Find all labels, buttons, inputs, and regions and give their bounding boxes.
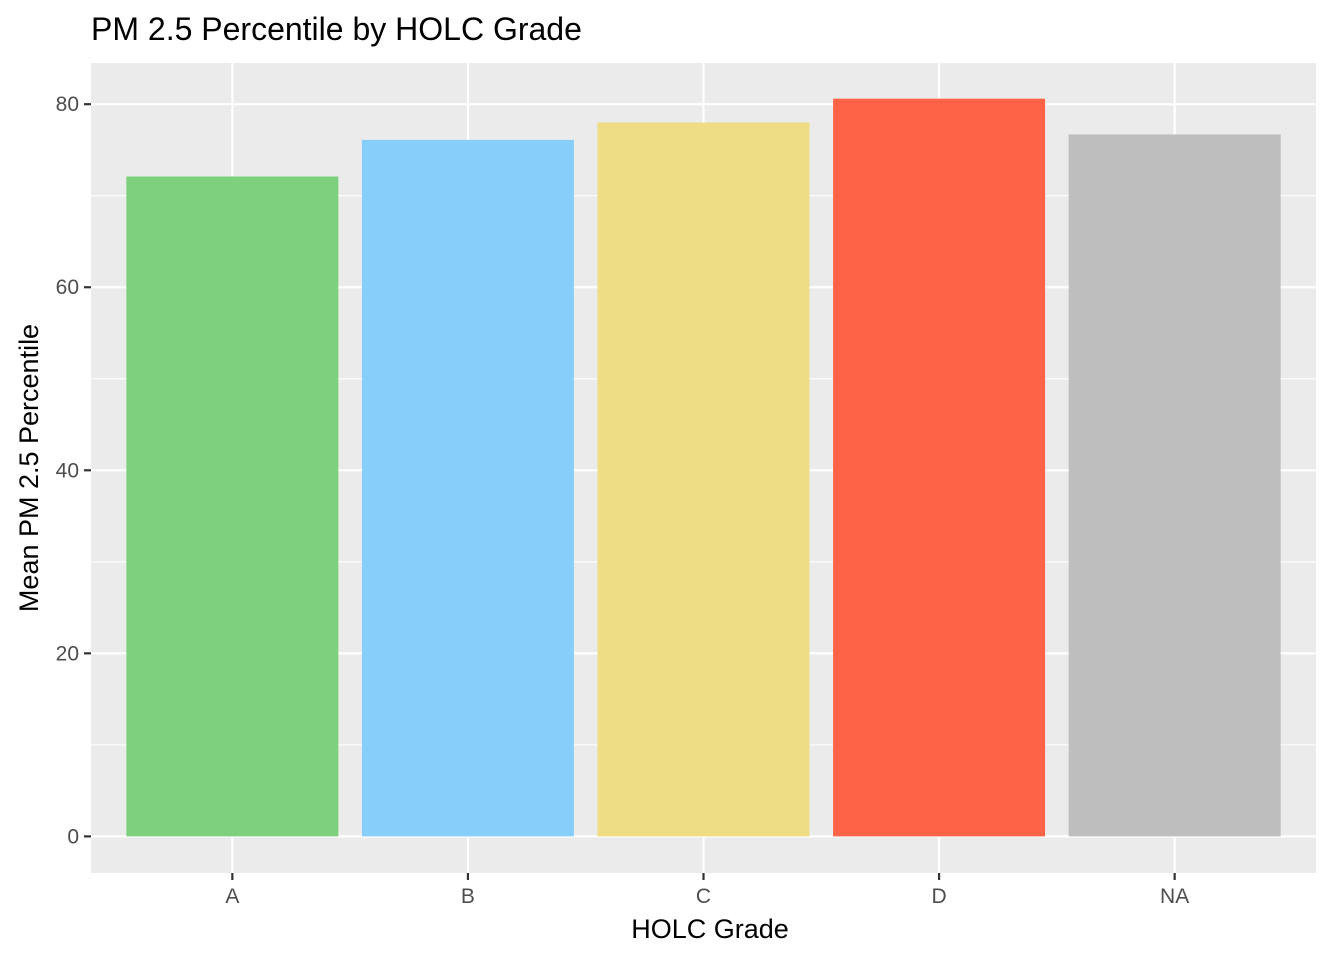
- x-axis: A B C D NA: [225, 873, 1189, 908]
- x-tick-label: B: [461, 885, 475, 908]
- x-tick-label: D: [931, 885, 946, 908]
- x-tick-label: C: [696, 885, 711, 908]
- chart-title: PM 2.5 Percentile by HOLC Grade: [91, 11, 582, 47]
- y-axis-title: Mean PM 2.5 Percentile: [14, 324, 44, 612]
- bar-c: [597, 122, 810, 837]
- y-tick-label: 80: [56, 93, 79, 116]
- y-tick-label: 40: [56, 459, 79, 482]
- bar-na: [1068, 134, 1281, 837]
- y-tick-label: 20: [56, 642, 79, 665]
- bar-d: [833, 98, 1046, 837]
- x-tick-label: A: [225, 885, 239, 908]
- x-axis-title: HOLC Grade: [631, 914, 789, 944]
- x-tick-label: NA: [1160, 885, 1189, 908]
- bar-b: [361, 139, 574, 837]
- y-axis: 0 20 40 60 80: [56, 93, 91, 848]
- bar-a: [126, 176, 339, 837]
- bars: [126, 98, 1281, 837]
- y-tick-label: 0: [67, 825, 79, 848]
- y-tick-label: 60: [56, 276, 79, 299]
